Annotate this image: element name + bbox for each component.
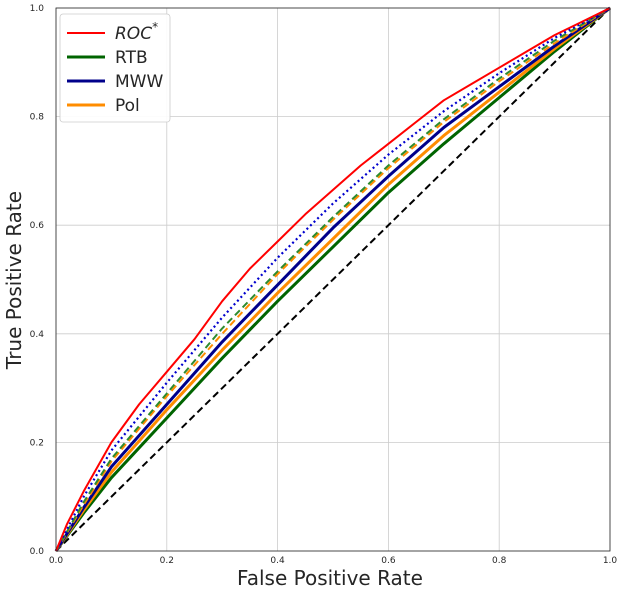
y-tick-label-1: 0.2 xyxy=(30,438,44,448)
series-line-rtb xyxy=(54,6,611,552)
series-line-chance xyxy=(55,7,611,552)
y-tick-label-2: 0.4 xyxy=(30,330,45,340)
series-line-roc xyxy=(55,7,611,552)
legend-box xyxy=(59,13,171,123)
series-line-dashed-orange xyxy=(55,7,611,552)
y-tick-label-5: 1.0 xyxy=(30,4,45,14)
y-tick-label-3: 0.6 xyxy=(30,221,45,231)
series-line-dashed-green xyxy=(55,7,611,552)
legend-label-mww: MWW xyxy=(115,72,163,92)
legend: ROC* RTB MWW Pol xyxy=(59,13,171,123)
x-tick-label-4: 0.8 xyxy=(492,556,507,566)
x-tick-label-5: 1.0 xyxy=(603,556,618,566)
legend-label-pol: Pol xyxy=(115,96,140,116)
series-lines xyxy=(54,6,611,552)
x-tick-label-2: 0.4 xyxy=(270,556,285,566)
x-axis-label: False Positive Rate xyxy=(237,566,423,590)
series-line-mww xyxy=(54,6,611,552)
x-tick-label-1: 0.2 xyxy=(160,556,174,566)
y-tick-label-0: 0.0 xyxy=(30,547,45,557)
tick-labels: 0.0 0.2 0.4 0.6 0.8 1.0 0.0 0.2 0.4 0.6 0.8 1.0 xyxy=(30,4,618,566)
legend-label-rtb: RTB xyxy=(115,48,148,68)
y-tick-label-4: 0.8 xyxy=(30,113,45,123)
series-line-roc-dotted xyxy=(55,7,611,552)
grid-lines xyxy=(55,7,611,552)
legend-label-superscript: * xyxy=(152,20,158,34)
plot-frame xyxy=(55,7,611,552)
x-tick-label-0: 0.0 xyxy=(49,556,64,566)
y-axis-label: True Positive Rate xyxy=(2,191,26,370)
series-line-pol xyxy=(54,6,611,552)
x-tick-label-3: 0.6 xyxy=(381,556,396,566)
legend-label-roc: ROC* xyxy=(115,20,158,44)
